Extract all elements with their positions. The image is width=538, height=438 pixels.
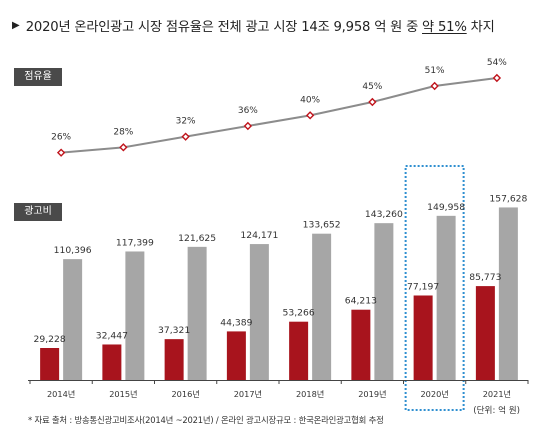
share-point-marker xyxy=(492,73,502,83)
total-bar-label: 143,260 xyxy=(365,209,403,220)
total-bar xyxy=(187,246,207,380)
online-bar xyxy=(226,331,246,380)
share-data-label: 28% xyxy=(113,127,133,137)
total-bar xyxy=(312,233,332,380)
x-tick-label: 2016년 xyxy=(171,389,199,399)
share-data-label: 51% xyxy=(425,66,445,76)
x-tick-label: 2014년 xyxy=(47,389,75,399)
online-bar xyxy=(475,286,495,380)
online-bar-label: 29,228 xyxy=(34,334,66,345)
total-bar xyxy=(436,215,456,380)
x-tick-label: 2017년 xyxy=(234,389,262,399)
total-bar xyxy=(374,223,394,380)
share-data-label: 54% xyxy=(487,58,507,68)
heading-marker-icon: ▶ xyxy=(12,19,20,31)
x-tick-label: 2018년 xyxy=(296,389,324,399)
online-bar xyxy=(289,321,309,380)
online-bar-label: 37,321 xyxy=(158,325,190,336)
total-bar xyxy=(125,251,145,380)
share-line-chart: 26% 28% 32% 36% 40% 45% 51% 54% xyxy=(51,58,507,157)
share-data-label: 36% xyxy=(238,106,258,116)
share-point-marker xyxy=(243,121,253,131)
adspend-section-label: 광고비 xyxy=(14,203,62,221)
x-tick-label: 2019년 xyxy=(358,389,386,399)
share-point-marker xyxy=(305,111,315,120)
online-bar-label: 85,773 xyxy=(469,272,501,283)
share-point-marker xyxy=(56,148,66,157)
online-bar-label: 77,197 xyxy=(407,281,439,292)
source-footnote: * 자료 출처 : 방송통신광고비조사(2014년 ~2021년) / 온라인 … xyxy=(28,415,384,425)
chart-heading: ▶ 2020년 온라인광고 시장 점유율은 전체 광고 시장 14조 9,958… xyxy=(12,14,495,36)
share-data-label: 45% xyxy=(362,82,382,92)
total-bar xyxy=(498,207,518,380)
heading-text: 2020년 온라인광고 시장 점유율은 전체 광고 시장 14조 9,958 억… xyxy=(25,19,419,35)
online-bar xyxy=(102,344,122,380)
total-bar-label: 117,399 xyxy=(116,237,154,248)
total-bar-label: 157,628 xyxy=(489,193,527,204)
online-bar xyxy=(164,339,184,380)
online-bar xyxy=(413,295,433,380)
online-bar xyxy=(40,348,60,380)
online-bar-label: 32,447 xyxy=(96,330,128,341)
total-bar-label: 110,396 xyxy=(54,245,92,256)
share-point-marker xyxy=(119,143,128,152)
x-tick-label: 2020년 xyxy=(420,389,448,399)
share-point-marker xyxy=(430,81,439,91)
total-bar-label: 121,625 xyxy=(178,233,216,244)
online-bar-label: 53,266 xyxy=(283,308,315,319)
adspend-bar-chart: 29,228 110,396 32,447 117,399 37,321 121,625 4… xyxy=(34,193,528,380)
share-point-marker xyxy=(368,97,377,107)
share-data-label: 40% xyxy=(300,95,320,105)
online-bar-label: 44,389 xyxy=(220,317,252,328)
unit-note: (단위: 억 원) xyxy=(473,406,520,416)
share-data-label: 32% xyxy=(176,117,196,127)
share-line-path xyxy=(61,77,498,154)
highlight-year-box xyxy=(404,165,465,411)
total-bar-label: 124,171 xyxy=(240,230,278,241)
online-bar-label: 64,213 xyxy=(345,296,377,307)
share-section-label: 점유율 xyxy=(14,68,62,86)
total-bar-label: 149,958 xyxy=(427,202,465,213)
share-point-marker xyxy=(181,132,190,141)
x-tick-label: 2021년 xyxy=(483,389,511,399)
x-tick-label: 2015년 xyxy=(109,389,137,399)
total-bar xyxy=(63,259,83,380)
x-axis: 2014년 2015년 2016년 2017년 2018년 2019년 2020년 2021년 xyxy=(28,380,529,399)
heading-highlight: 약 51% xyxy=(422,19,467,35)
total-bar-label: 133,652 xyxy=(303,220,341,231)
share-data-label: 26% xyxy=(51,133,71,143)
heading-text-end: 차지 xyxy=(470,19,495,35)
online-bar xyxy=(351,309,371,380)
highlight-layer xyxy=(404,165,465,411)
total-bar xyxy=(249,244,269,380)
